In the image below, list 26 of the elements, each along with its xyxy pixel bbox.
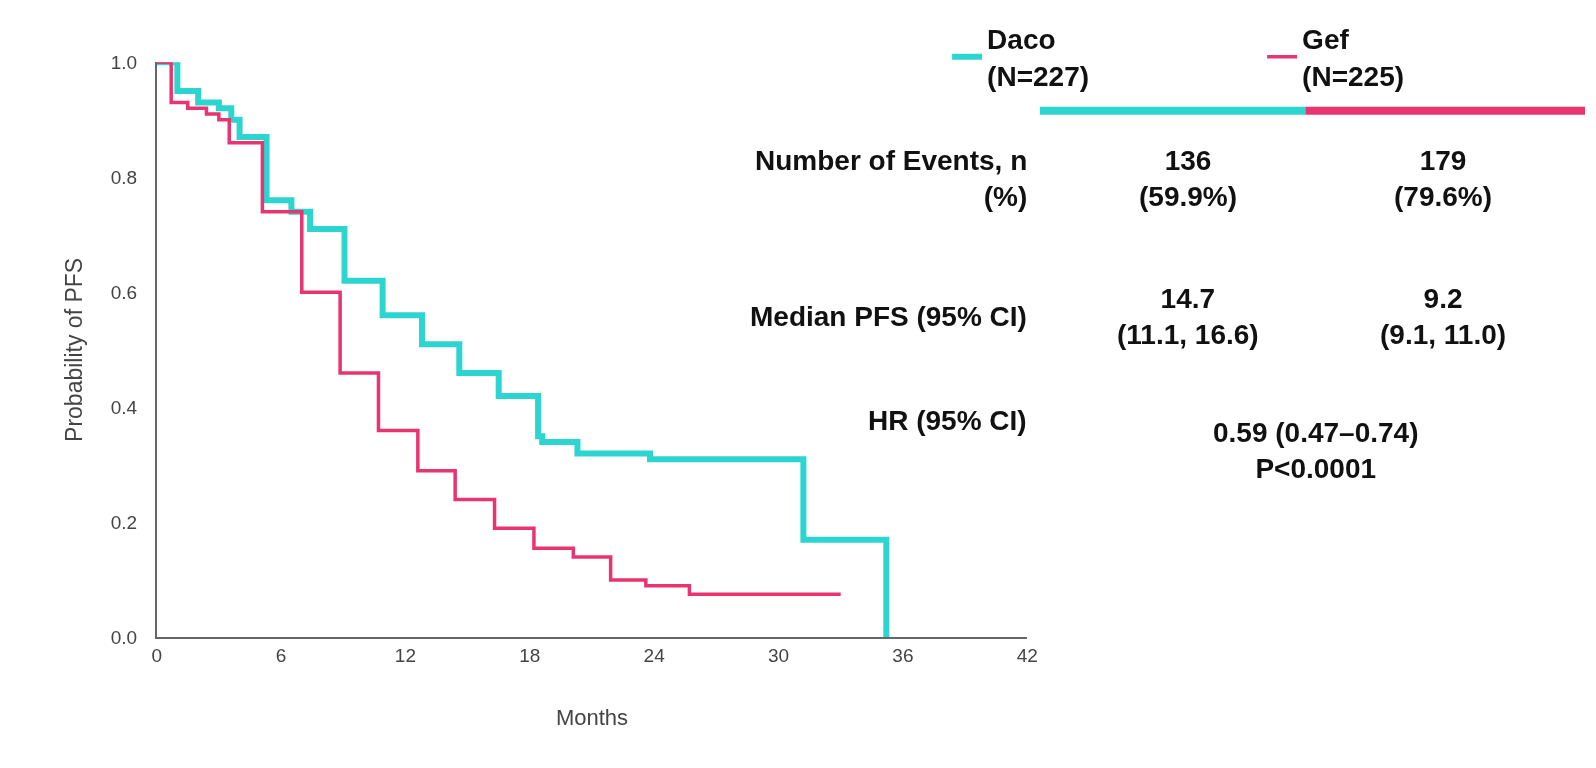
x-tick-label: 12 [394, 645, 416, 667]
x-tick-label: 18 [519, 645, 541, 667]
y-tick-label: 1.0 [110, 51, 138, 73]
y-tick-label: 0.6 [110, 282, 138, 304]
x-axis-title: Months [555, 705, 629, 731]
y-axis-title: Probability of PFS [60, 257, 87, 442]
x-tick-label: 24 [643, 645, 666, 667]
legend-label: Gef (N=225) [1302, 24, 1405, 92]
annotation: Number of Events, n (%) [755, 145, 1028, 213]
annotation: HR (95% CI) [868, 405, 1027, 436]
text: 14.7 (11.1, 16.6) [1117, 283, 1259, 351]
text: 9.2 (9.1, 11.0) [1380, 283, 1507, 351]
y-tick-label: 0.2 [110, 512, 138, 534]
x-tick-label: 6 [275, 645, 287, 667]
x-tick-label: 42 [1016, 645, 1038, 667]
text: 136 (59.9%) [1139, 145, 1238, 213]
x-tick-label: 0 [151, 645, 162, 667]
x-tick-label: 30 [767, 645, 790, 667]
y-tick-label: 0.4 [110, 397, 138, 419]
annotation: Median PFS (95% CI) [750, 301, 1027, 332]
y-tick-label: 0.8 [110, 166, 138, 188]
legend-label: Daco (N=227) [987, 24, 1090, 92]
text: 179 (79.6%) [1394, 145, 1493, 213]
text: 0.59 (0.47–0.74) P<0.0001 [1213, 417, 1419, 485]
x-tick-label: 36 [892, 645, 914, 667]
y-tick-label: 0.0 [110, 627, 138, 649]
